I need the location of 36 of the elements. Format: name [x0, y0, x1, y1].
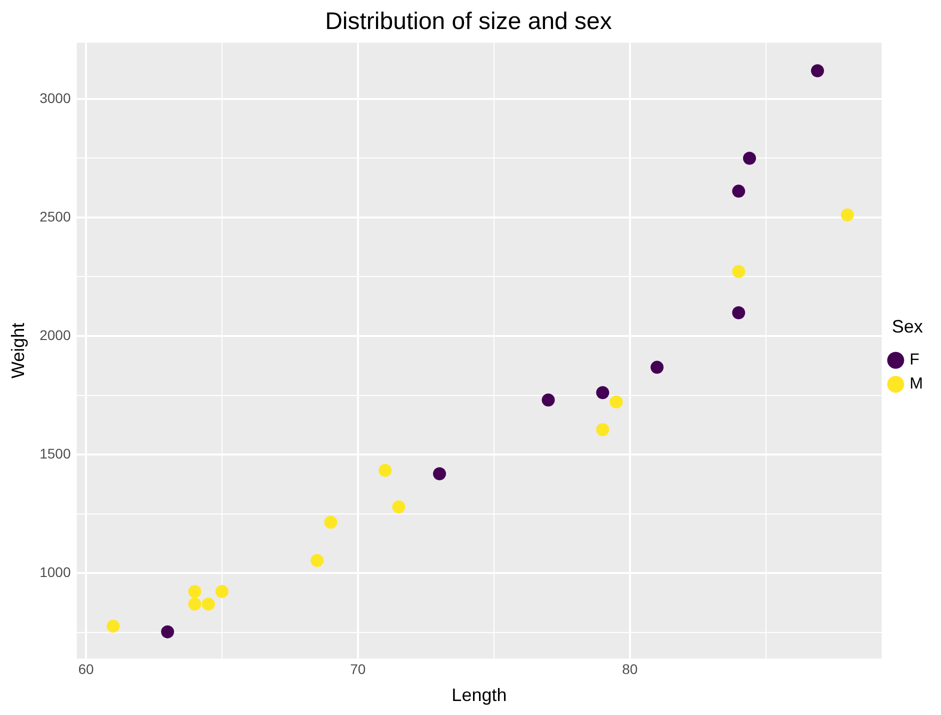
point — [392, 500, 406, 514]
x-tick-label: 80 — [622, 660, 638, 677]
point — [650, 360, 664, 374]
point — [378, 464, 392, 477]
point — [106, 620, 120, 633]
point — [743, 152, 756, 165]
point — [188, 585, 202, 598]
y-tick-label: 1000 — [40, 564, 71, 580]
point — [310, 554, 324, 567]
point — [542, 394, 555, 406]
point — [324, 516, 338, 529]
x-axis-title: Length — [452, 685, 507, 706]
point — [188, 598, 202, 611]
point — [433, 467, 446, 480]
point — [596, 386, 610, 400]
point — [596, 423, 610, 436]
point — [732, 306, 746, 320]
y-axis-title: Weight — [8, 322, 28, 379]
y-tick-label: 3000 — [40, 90, 71, 106]
point — [161, 625, 174, 638]
legend-label: F — [910, 352, 920, 369]
point — [215, 585, 228, 598]
chart-title: Distribution of size and sex — [325, 8, 612, 36]
point — [732, 265, 746, 278]
point — [810, 64, 824, 78]
point — [840, 208, 854, 222]
point — [202, 598, 215, 611]
y-tick-label: 1500 — [40, 445, 71, 462]
x-tick-label: 70 — [350, 660, 366, 677]
y-tick-label: 2000 — [40, 326, 71, 343]
point — [732, 184, 746, 198]
legend-label: M — [910, 376, 923, 393]
point — [610, 395, 623, 408]
legend-title: Sex — [892, 316, 923, 337]
x-tick-label: 60 — [78, 660, 94, 677]
y-tick-label: 2500 — [40, 208, 71, 224]
